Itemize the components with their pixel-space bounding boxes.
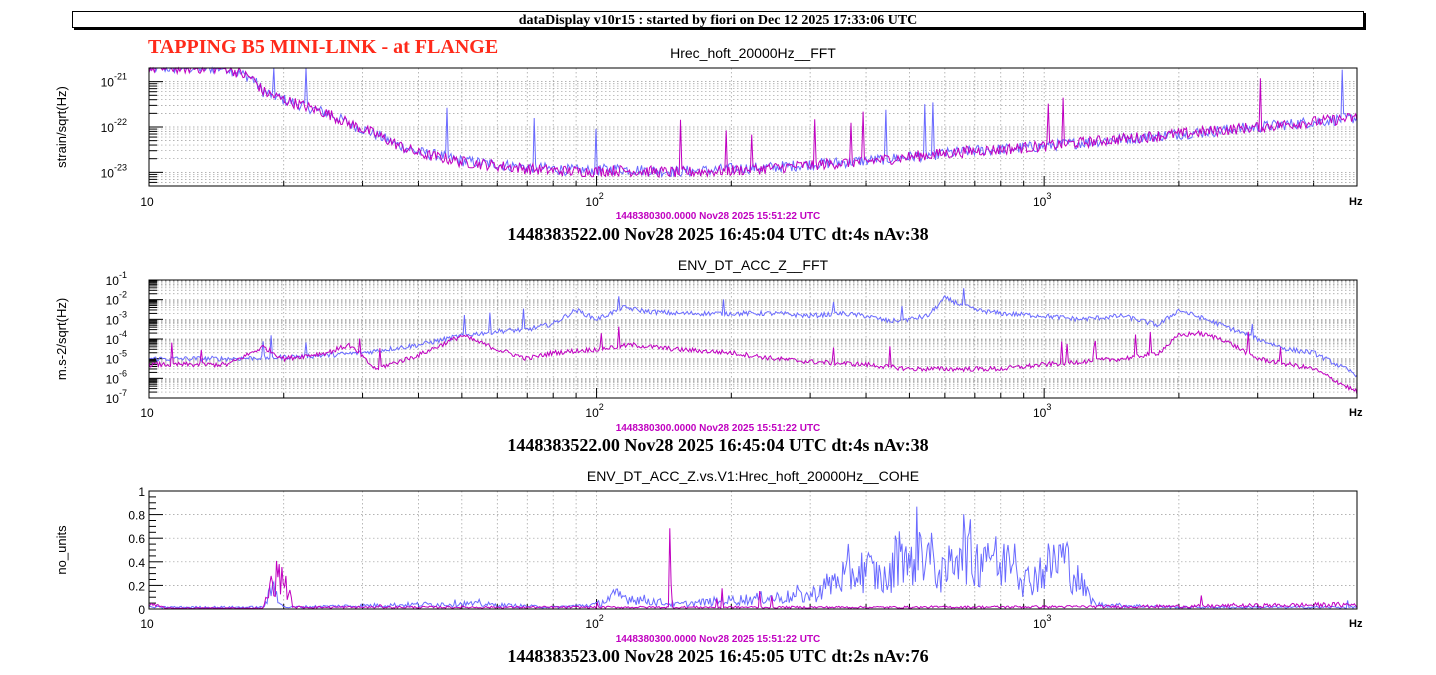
y-tick-label: 0.2 (128, 579, 145, 593)
app-banner: dataDisplay v10r15 : started by fiori on… (72, 11, 1364, 28)
chart-footer: 1448383522.00 Nov28 2025 16:45:04 UTC dt… (507, 435, 928, 455)
reference-time: 1448380300.0000 Nov28 2025 15:51:22 UTC (616, 634, 821, 645)
series-line-2 (148, 528, 1358, 610)
y-tick-label: 10-23 (101, 162, 127, 180)
x-tick-label: 103 (1033, 613, 1051, 631)
y-tick-label: 10-1 (106, 270, 127, 288)
y-axis-label: no_units (54, 525, 69, 575)
chart-footer: 1448383522.00 Nov28 2025 16:45:04 UTC dt… (507, 224, 928, 244)
y-tick-label: 0.8 (128, 509, 145, 523)
x-unit-label: Hz (1349, 407, 1363, 419)
x-tick-label: 102 (585, 402, 603, 420)
chart-footer: 1448383523.00 Nov28 2025 16:45:05 UTC dt… (507, 646, 928, 666)
y-tick-label: 10-2 (106, 290, 127, 308)
y-tick-label: 10-5 (106, 349, 127, 367)
grid (148, 490, 1358, 610)
y-tick-label: 0 (138, 603, 145, 617)
chart-panel-1: Hrec_hoft_20000Hz__FFT 10 102 103 Hz 10-23 10-… (54, 45, 1363, 244)
series-line-1 (148, 506, 1358, 610)
grid (148, 279, 1358, 399)
chart-title: ENV_DT_ACC_Z.vs.V1:Hrec_hoft_20000Hz__CO… (587, 468, 919, 484)
x-tick-label: 10 (140, 617, 154, 631)
chart-panel-2: ENV_DT_ACC_Z__FFT 10 102 103 Hz 10-7 10-610-5 1… (54, 257, 1363, 455)
plot-frame (148, 490, 1358, 610)
y-tick-label: 10-6 (106, 368, 127, 386)
x-tick-label: 10 (140, 195, 154, 209)
y-tick-label: 0.6 (128, 532, 145, 546)
x-tick-label: 10 (140, 406, 154, 420)
x-tick-label: 102 (585, 191, 603, 209)
x-unit-label: Hz (1349, 618, 1363, 630)
reference-time: 1448380300.0000 Nov28 2025 15:51:22 UTC (616, 423, 821, 434)
y-axis-label: strain/sqrt(Hz) (54, 86, 69, 168)
x-tick-label: 103 (1033, 402, 1051, 420)
y-axis-label: m.s-2/sqrt(Hz) (54, 298, 69, 380)
y-tick-label: 10-7 (106, 388, 127, 406)
y-tick-label: 10-22 (101, 117, 127, 135)
reference-time: 1448380300.0000 Nov28 2025 15:51:22 UTC (616, 211, 821, 222)
x-tick-label: 103 (1033, 191, 1051, 209)
chart-panel-3: ENV_DT_ACC_Z.vs.V1:Hrec_hoft_20000Hz__CO… (54, 468, 1363, 666)
x-tick-label: 102 (585, 613, 603, 631)
grid (148, 67, 1358, 187)
y-tick-label: 0.4 (128, 556, 145, 570)
y-tick-label: 1 (138, 485, 145, 499)
y-tick-label: 10-3 (106, 309, 127, 327)
plot-frame (148, 279, 1358, 399)
series-line-2 (148, 66, 1358, 179)
x-unit-label: Hz (1349, 196, 1363, 208)
chart-title: Hrec_hoft_20000Hz__FFT (670, 45, 836, 61)
chart-title: ENV_DT_ACC_Z__FFT (678, 257, 829, 273)
series-line-1 (148, 288, 1358, 378)
y-tick-label: 10-4 (106, 329, 127, 347)
series-line-2 (148, 326, 1358, 395)
annotation-text: TAPPING B5 MINI-LINK - at FLANGE (148, 36, 499, 58)
plot-frame (148, 67, 1358, 187)
y-tick-label: 10-21 (101, 72, 127, 90)
